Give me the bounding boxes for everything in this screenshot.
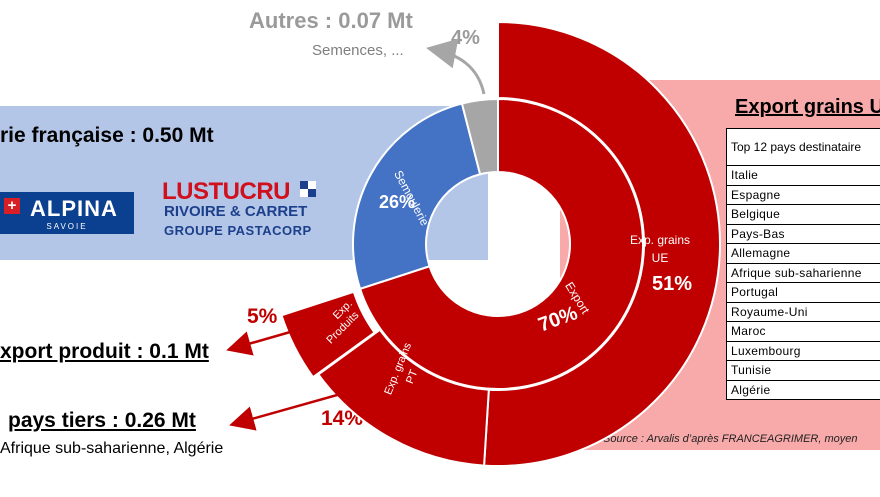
checkered-flag-icon	[300, 181, 316, 197]
pays-tiers-arrow	[229, 386, 363, 431]
ue-label-line2: UE	[652, 251, 669, 265]
table-row: Italie	[727, 166, 880, 186]
lustucru-name: LUSTUCRU	[162, 178, 291, 205]
inner-slice-export	[358, 97, 644, 390]
table-header: Top 12 pays destinataire	[727, 129, 880, 166]
export-produit-arrow	[226, 322, 319, 356]
destinations-table: Top 12 pays destinataire Italie Espagne …	[726, 128, 880, 400]
table-row: Algérie	[731, 382, 771, 397]
table-row: Portugal	[727, 283, 880, 303]
alpina-logo: + ALPINA SAVOIE	[0, 192, 134, 234]
table-row: Afrique sub-saharienne	[727, 264, 880, 283]
ue-label-line1: Exp. grains	[630, 233, 690, 247]
inner-slice-semoulerie	[352, 102, 482, 291]
table-row: Belgique	[727, 205, 880, 225]
table-row: Pays-Bas	[727, 225, 880, 244]
export-produit-title: xport produit : 0.1 Mt	[0, 340, 209, 363]
export-ue-title: Export grains U	[735, 96, 880, 118]
table-row: Luxembourg	[727, 342, 880, 361]
table-row: Royaume-Uni	[727, 303, 880, 322]
ue-pct-label: 51%	[652, 273, 692, 295]
source-note: Source : Arvalis d’après FRANCEAGRIMER, …	[603, 433, 858, 445]
outer-slice-pt	[317, 328, 490, 467]
autres-arrow	[426, 38, 486, 95]
semoulerie-title: rie française : 0.50 Mt	[0, 124, 214, 147]
outer-slice-produits	[280, 290, 376, 379]
lustucru-logo: LUSTUCRU RIVOIRE & CARRET GROUPE PASTACO…	[160, 178, 318, 246]
rivoire-carret-name: RIVOIRE & CARRET	[164, 203, 308, 220]
table-row: Espagne	[727, 186, 880, 205]
outer-slice-ue	[483, 20, 721, 467]
autres-title: Autres : 0.07 Mt	[249, 8, 413, 33]
semoulerie-pct-label: 26%	[379, 192, 415, 212]
table-row: Maroc	[727, 322, 880, 342]
pastacorp-name: GROUPE PASTACORP	[164, 223, 312, 238]
alpina-cross-icon: +	[4, 198, 20, 214]
autres-subtitle: Semences, ...	[312, 42, 404, 59]
pays-tiers-title: pays tiers : 0.26 Mt	[8, 409, 196, 432]
inner-slice-autres	[460, 97, 499, 176]
pt-label-line2: PT	[404, 368, 420, 386]
alpina-subtitle: SAVOIE	[46, 222, 88, 231]
pays-tiers-subtitle: Afrique sub-saharienne, Algérie	[0, 440, 224, 457]
table-row: Allemagne	[727, 244, 880, 264]
export-produit-pct: 5%	[247, 305, 278, 328]
alpina-name: ALPINA	[30, 196, 118, 221]
table-row: Tunisie	[727, 361, 880, 381]
